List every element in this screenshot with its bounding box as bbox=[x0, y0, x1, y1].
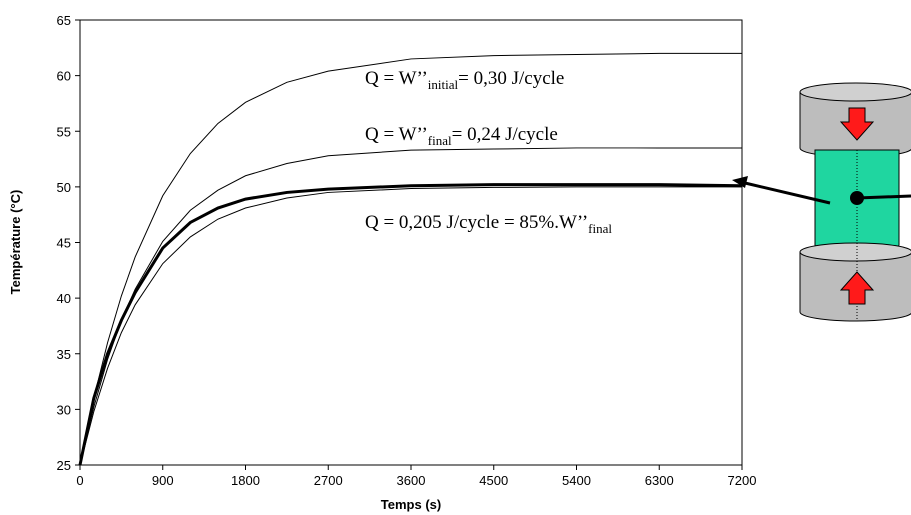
annotation-sub: final bbox=[588, 221, 612, 236]
x-tick-label: 2700 bbox=[314, 473, 343, 488]
annotation-text: Q = W’’ bbox=[365, 68, 428, 89]
annotation-sub: final bbox=[428, 133, 452, 148]
annotation-tail: = 0,30 J/cycle bbox=[458, 68, 564, 89]
x-tick-label: 5400 bbox=[562, 473, 591, 488]
x-tick-label: 7200 bbox=[728, 473, 757, 488]
y-axis-title: Température (°C) bbox=[8, 190, 23, 295]
y-tick-label: 40 bbox=[57, 291, 71, 306]
x-tick-label: 4500 bbox=[479, 473, 508, 488]
annotation-tail: = 0,24 J/cycle bbox=[452, 124, 558, 145]
y-tick-label: 50 bbox=[57, 180, 71, 195]
annotation: Q = W’’initial= 0,30 J/cycle bbox=[365, 68, 564, 92]
line-series bbox=[79, 147, 742, 466]
x-axis-title: Temps (s) bbox=[381, 497, 441, 512]
annotation-sub: initial bbox=[428, 77, 459, 92]
annotation: Q = W’’final= 0,24 J/cycle bbox=[365, 124, 558, 148]
y-tick-label: 45 bbox=[57, 236, 71, 251]
x-tick-label: 1800 bbox=[231, 473, 260, 488]
x-tick-label: 3600 bbox=[397, 473, 426, 488]
y-tick-label: 30 bbox=[57, 402, 71, 417]
y-tick-label: 65 bbox=[57, 13, 71, 28]
y-tick-label: 60 bbox=[57, 69, 71, 84]
line-series bbox=[79, 52, 742, 466]
line-series bbox=[78, 183, 743, 466]
x-tick-label: 900 bbox=[152, 473, 174, 488]
annotation: Q = 0,205 J/cycle = 85%.W’’final bbox=[365, 212, 612, 236]
specimen-diagram bbox=[732, 82, 911, 322]
y-tick-label: 55 bbox=[57, 124, 71, 139]
y-tick-label: 25 bbox=[57, 458, 71, 473]
line-series bbox=[79, 186, 742, 466]
y-tick-label: 35 bbox=[57, 347, 71, 362]
x-tick-label: 0 bbox=[76, 473, 83, 488]
annotation-text: Q = W’’ bbox=[365, 124, 428, 145]
x-tick-label: 6300 bbox=[645, 473, 674, 488]
annotation-text: Q = 0,205 J/cycle = 85%.W’’ bbox=[365, 212, 588, 233]
